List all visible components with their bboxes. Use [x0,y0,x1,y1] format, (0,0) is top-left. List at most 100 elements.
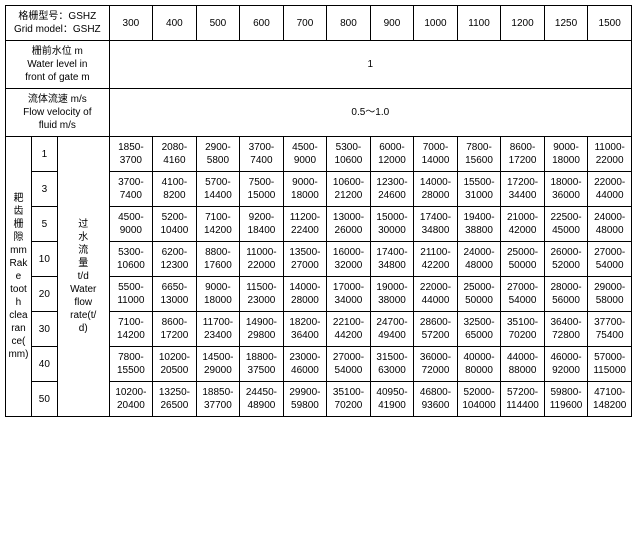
data-cell: 26000-52000 [544,242,588,277]
data-cell: 14900-29800 [240,312,284,347]
clearance-val: 30 [31,312,57,347]
data-cell: 27000-54000 [327,347,371,382]
data-cell: 7100-14200 [196,207,240,242]
model-col: 1200 [501,6,545,41]
model-col: 500 [196,6,240,41]
data-cell: 29000-58000 [588,277,632,312]
data-cell: 3700-7400 [109,172,153,207]
data-cell: 11000-22000 [240,242,284,277]
data-cell: 7000-14000 [414,137,458,172]
data-cell: 15500-31000 [457,172,501,207]
water-level-header: 栅前水位 m Water level in front of gate m [6,41,110,89]
clearance-val: 50 [31,382,57,417]
data-cell: 6000-12000 [370,137,414,172]
data-cell: 5500-11000 [109,277,153,312]
data-cell: 28600-57200 [414,312,458,347]
data-cell: 29900-59800 [283,382,327,417]
data-cell: 5700-14400 [196,172,240,207]
model-col: 800 [327,6,371,41]
data-cell: 57000-115000 [588,347,632,382]
data-cell: 8600-17200 [153,312,197,347]
data-cell: 52000-104000 [457,382,501,417]
data-cell: 11700-23400 [196,312,240,347]
data-cell: 46800-93600 [414,382,458,417]
water-level-en2: front of gate m [25,72,89,83]
data-cell: 16000-32000 [327,242,371,277]
data-cell: 11500-23000 [240,277,284,312]
water-level-cn: 栅前水位 m [32,46,83,57]
data-cell: 15000-30000 [370,207,414,242]
data-cell: 8800-17600 [196,242,240,277]
data-cell: 9000-18000 [544,137,588,172]
data-cell: 17200-34400 [501,172,545,207]
data-cell: 6650-13000 [153,277,197,312]
data-cell: 37700-75400 [588,312,632,347]
data-cell: 11200-22400 [283,207,327,242]
flow-velocity-value: 0.5～1.0 [109,89,631,137]
data-cell: 57200-114400 [501,382,545,417]
grid-model-cn: 格栅型号：GSHZ [18,11,96,22]
rake-tooth-header: 耙 齿 栅 隙 mm Rake tooth clearan ce(mm) [6,137,32,417]
data-cell: 11000-22000 [588,137,632,172]
data-cell: 7500-15000 [240,172,284,207]
data-cell: 14000-28000 [283,277,327,312]
data-cell: 10200-20500 [153,347,197,382]
data-cell: 21100-42200 [414,242,458,277]
data-cell: 28000-56000 [544,277,588,312]
data-cell: 8600-17200 [501,137,545,172]
data-cell: 46000-92000 [544,347,588,382]
data-cell: 40000-80000 [457,347,501,382]
data-cell: 6200-12300 [153,242,197,277]
data-cell: 14500-29000 [196,347,240,382]
data-cell: 10600-21200 [327,172,371,207]
water-flow-header: 过 水 流 量 t/d Water flow rate(t/ d) [57,137,109,417]
data-cell: 18800-37500 [240,347,284,382]
data-cell: 1850-3700 [109,137,153,172]
grid-model-header: 格栅型号：GSHZ Grid model：GSHZ [6,6,110,41]
data-cell: 9200-18400 [240,207,284,242]
data-cell: 13250-26500 [153,382,197,417]
clearance-val: 3 [31,172,57,207]
data-cell: 7800-15500 [109,347,153,382]
model-col: 300 [109,6,153,41]
data-cell: 36000-72000 [414,347,458,382]
data-cell: 4500-9000 [283,137,327,172]
spec-table: 格栅型号：GSHZ Grid model：GSHZ 300 400 500 60… [5,5,632,417]
data-cell: 24000-48000 [457,242,501,277]
data-cell: 5300-10600 [327,137,371,172]
data-cell: 59800-119600 [544,382,588,417]
data-cell: 4100-8200 [153,172,197,207]
water-level-en1: Water level in [27,59,87,70]
data-cell: 47100-148200 [588,382,632,417]
model-col: 1000 [414,6,458,41]
flow-velocity-en2: fluid m/s [39,120,76,131]
clearance-val: 5 [31,207,57,242]
data-cell: 7100-14200 [109,312,153,347]
data-cell: 7800-15600 [457,137,501,172]
model-col: 400 [153,6,197,41]
data-cell: 31500-63000 [370,347,414,382]
data-cell: 18200-36400 [283,312,327,347]
data-cell: 4500-9000 [109,207,153,242]
model-col: 1250 [544,6,588,41]
data-cell: 17400-34800 [370,242,414,277]
data-cell: 23000-46000 [283,347,327,382]
grid-model-en: Grid model：GSHZ [14,24,101,35]
data-cell: 18000-36000 [544,172,588,207]
data-cell: 17400-34800 [414,207,458,242]
data-cell: 24000-48000 [588,207,632,242]
flow-velocity-header: 流体流速 m/s Flow velocity of fluid m/s [6,89,110,137]
model-col: 1100 [457,6,501,41]
data-cell: 18850-37700 [196,382,240,417]
water-level-value: 1 [109,41,631,89]
data-cell: 13000-26000 [327,207,371,242]
data-cell: 35100-70200 [327,382,371,417]
data-cell: 2900-5800 [196,137,240,172]
data-cell: 25000-50000 [457,277,501,312]
data-cell: 2080-4160 [153,137,197,172]
data-cell: 32500-65000 [457,312,501,347]
data-cell: 5200-10400 [153,207,197,242]
data-cell: 44000-88000 [501,347,545,382]
data-cell: 5300-10600 [109,242,153,277]
data-cell: 17000-34000 [327,277,371,312]
